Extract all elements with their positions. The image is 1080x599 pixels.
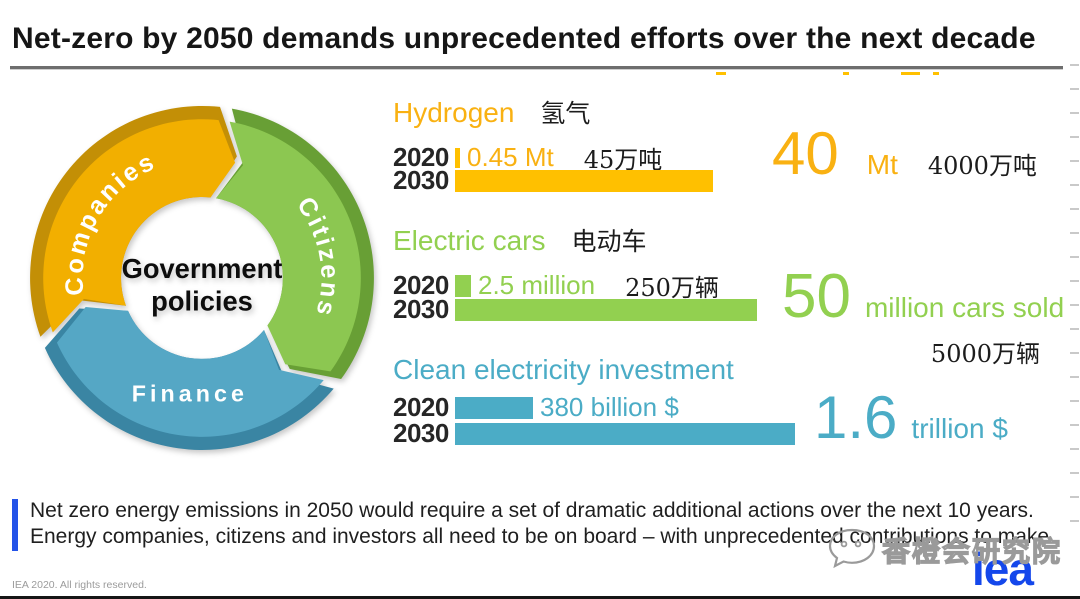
stat-unit: million cars sold: [864, 292, 1065, 323]
stat-value: 1.6: [814, 384, 898, 451]
wechat-icon: [828, 528, 876, 569]
page-title: Net-zero by 2050 demands unprecedented e…: [12, 22, 1036, 55]
bar-value-label: 2.5 million: [478, 270, 596, 300]
bar-value-zh: 250万辆: [625, 274, 719, 302]
year-label: 2020: [393, 270, 449, 300]
watermark-text: 香橙会研究院: [881, 534, 1063, 568]
copyright-note: IEA 2020. All rights reserved.: [12, 579, 147, 591]
year-label: 2030: [393, 294, 449, 324]
panel-title: Hydrogen: [393, 97, 515, 128]
bar-row-2030: 2030: [393, 294, 757, 325]
panel-hydrogen: Hydrogen 氢气 2020 0.45 Mt 45万吨 2030: [393, 94, 813, 196]
stat-unit: trillion $: [911, 413, 1008, 444]
companies-segment: [43, 119, 236, 333]
stat-value: 40: [772, 120, 839, 187]
quote-line2: Energy companies, citizens and investors…: [30, 525, 1050, 548]
bar-row-2020: 2020 380 billion $: [393, 392, 679, 423]
watermark: 香橙会研究院: [826, 527, 1062, 573]
bottom-border-line: [0, 596, 1080, 599]
bar-ev-2020: [455, 274, 471, 297]
diagram-center-line1: Government: [122, 253, 283, 284]
iea-logo: iea: [972, 543, 1034, 595]
bar-value-label: 380 billion $: [540, 392, 679, 422]
year-label: 2030: [393, 418, 449, 448]
stat-value-zh: 5000万辆: [930, 340, 1040, 368]
stat-unit: Mt: [866, 149, 898, 180]
stat-clean-electricity: 1.6 trillion $: [814, 388, 1008, 448]
bar-row-2020: 2020 0.45 Mt 45万吨: [393, 140, 662, 175]
panel-title-zh: 电动车: [571, 227, 647, 256]
bar-row-2030: 2030: [393, 165, 713, 196]
panel-title-row: Hydrogen 氢气: [393, 94, 590, 130]
bar-value-label: 0.45 Mt: [467, 142, 554, 172]
segment-label-finance: Finance: [132, 380, 248, 406]
citizens-segment: [216, 121, 361, 372]
quote-text: Net zero energy emissions in 2050 would …: [30, 498, 1075, 550]
year-label: 2030: [393, 165, 449, 195]
panel-title-row: Electric cars 电动车: [393, 222, 646, 258]
finance-segment: [56, 307, 324, 437]
bar-electricity-2020: [455, 396, 533, 419]
panel-title: Electric cars: [393, 225, 546, 256]
stat-electric-cars: 50 million cars sold: [782, 266, 1064, 328]
stat-hydrogen: 40 Mt 4000万吨: [772, 124, 1037, 184]
panel-title: Clean electricity investment: [393, 354, 734, 385]
year-label: 2020: [393, 142, 449, 172]
bar-value-zh: 45万吨: [583, 146, 663, 174]
diagram-center-line2: policies: [151, 285, 253, 316]
year-label: 2020: [393, 392, 449, 422]
bar-hydrogen-2030: [455, 169, 713, 192]
bar-electricity-2030: [455, 422, 795, 445]
quote-line1: Net zero energy emissions in 2050 would …: [30, 499, 1034, 522]
panel-electric-cars: Electric cars 电动车 2020 2.5 million 250万辆 …: [393, 222, 813, 326]
quote-accent-bar: [12, 499, 18, 551]
panel-title-row: Clean electricity investment: [393, 354, 734, 386]
bar-row-2020: 2020 2.5 million 250万辆: [393, 268, 719, 303]
panel-clean-electricity: Clean electricity investment 2020 380 bi…: [393, 354, 813, 454]
bar-hydrogen-2020: [455, 147, 460, 168]
title-divider: [10, 66, 1063, 70]
page-edge-ticks: [1070, 64, 1079, 544]
bar-row-2030: 2030: [393, 418, 795, 449]
stat-value: 50: [782, 262, 851, 331]
bar-ev-2030: [455, 298, 757, 321]
stat-value-zh: 4000万吨: [927, 152, 1037, 180]
policy-cycle-diagram: Companies Citizens Finance Government po…: [30, 105, 374, 450]
panel-title-zh: 氢气: [540, 99, 591, 128]
